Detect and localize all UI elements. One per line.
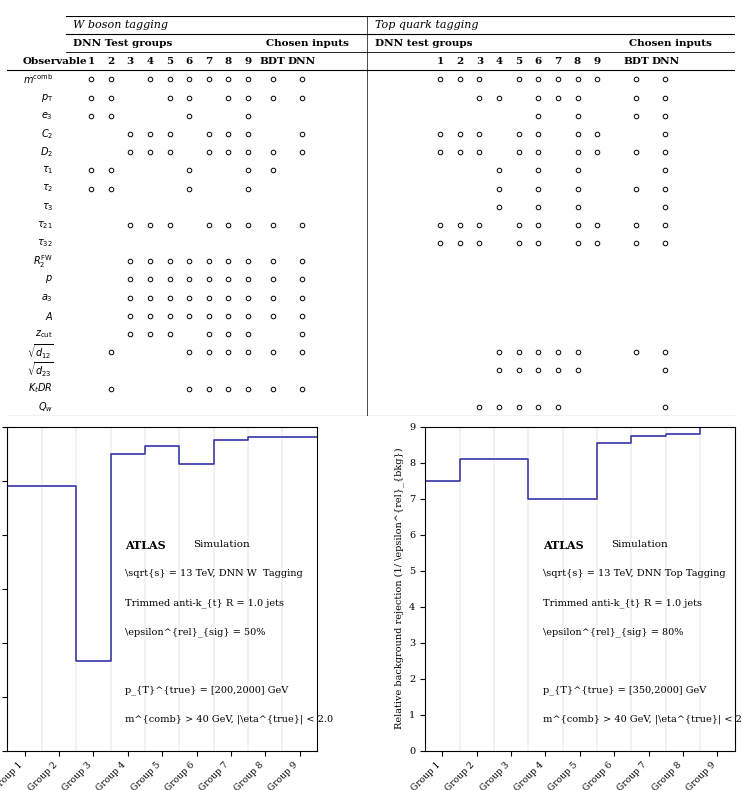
Text: DNN test groups: DNN test groups (375, 39, 472, 47)
Text: BDT: BDT (623, 57, 649, 66)
Text: $z_{\rm cut}$: $z_{\rm cut}$ (36, 328, 53, 340)
Text: 1: 1 (436, 57, 444, 66)
Text: Trimmed anti-k_{t} R = 1.0 jets: Trimmed anti-k_{t} R = 1.0 jets (125, 598, 284, 608)
Text: $\sqrt{d_{23}}$: $\sqrt{d_{23}}$ (27, 361, 53, 379)
Text: ATLAS: ATLAS (542, 540, 583, 551)
Text: $D_2$: $D_2$ (40, 145, 53, 159)
Y-axis label: Relative background rejection (1/ \epsilon^{rel}_{bkg}): Relative background rejection (1/ \epsil… (394, 448, 404, 729)
Text: 7: 7 (554, 57, 562, 66)
Text: Simulation: Simulation (611, 540, 668, 549)
Text: 9: 9 (245, 57, 252, 66)
Text: 4: 4 (146, 57, 154, 66)
Text: $e_3$: $e_3$ (42, 110, 53, 122)
Text: $\tau_3$: $\tau_3$ (42, 201, 53, 213)
Text: Observable: Observable (22, 57, 87, 66)
Text: Top quark tagging: Top quark tagging (375, 20, 478, 30)
Text: 3: 3 (476, 57, 483, 66)
Text: $m^{\rm comb}$: $m^{\rm comb}$ (23, 73, 53, 86)
Text: DNN: DNN (651, 57, 680, 66)
Text: Simulation: Simulation (193, 540, 250, 549)
Text: 7: 7 (206, 57, 212, 66)
Text: Chosen inputs: Chosen inputs (266, 39, 349, 47)
Text: $Q_w$: $Q_w$ (38, 400, 53, 414)
Text: 1: 1 (88, 57, 95, 66)
Text: 5: 5 (166, 57, 173, 66)
Text: W boson tagging: W boson tagging (73, 20, 168, 30)
Text: 6: 6 (186, 57, 193, 66)
Text: 2: 2 (107, 57, 114, 66)
Text: DNN: DNN (288, 57, 316, 66)
Text: $K_t DR$: $K_t DR$ (28, 382, 53, 396)
Text: $A$: $A$ (45, 310, 53, 322)
Text: Chosen inputs: Chosen inputs (629, 39, 712, 47)
Text: \sqrt{s} = 13 TeV, DNN Top Tagging: \sqrt{s} = 13 TeV, DNN Top Tagging (542, 569, 726, 578)
Text: 8: 8 (225, 57, 232, 66)
Text: DNN Test groups: DNN Test groups (73, 39, 172, 47)
Text: $C_2$: $C_2$ (41, 127, 53, 141)
Text: \sqrt{s} = 13 TeV, DNN W  Tagging: \sqrt{s} = 13 TeV, DNN W Tagging (125, 569, 303, 578)
Text: 8: 8 (574, 57, 581, 66)
Text: $p$: $p$ (45, 273, 53, 285)
Text: 5: 5 (515, 57, 522, 66)
Text: 9: 9 (594, 57, 601, 66)
Text: $p_{\rm T}$: $p_{\rm T}$ (41, 92, 53, 103)
Text: $\tau_2$: $\tau_2$ (42, 182, 53, 194)
Text: \epsilon^{rel}_{sig} = 80%: \epsilon^{rel}_{sig} = 80% (542, 627, 683, 637)
Text: \epsilon^{rel}_{sig} = 50%: \epsilon^{rel}_{sig} = 50% (125, 627, 266, 637)
Text: ATLAS: ATLAS (125, 540, 165, 551)
Text: BDT: BDT (260, 57, 286, 66)
Text: $\tau_{32}$: $\tau_{32}$ (38, 237, 53, 249)
Text: p_{T}^{true} = [350,2000] GeV: p_{T}^{true} = [350,2000] GeV (542, 686, 706, 695)
Text: 2: 2 (456, 57, 463, 66)
Text: 4: 4 (496, 57, 502, 66)
Text: $\tau_1$: $\tau_1$ (42, 164, 53, 176)
Text: Trimmed anti-k_{t} R = 1.0 jets: Trimmed anti-k_{t} R = 1.0 jets (542, 598, 702, 608)
Text: 6: 6 (535, 57, 542, 66)
Text: m^{comb} > 40 GeV, |\eta^{true}| < 2.0: m^{comb} > 40 GeV, |\eta^{true}| < 2.0 (542, 715, 742, 724)
Text: $\tau_{21}$: $\tau_{21}$ (37, 219, 53, 231)
Text: 3: 3 (127, 57, 134, 66)
Text: $R_2^{\rm FW}$: $R_2^{\rm FW}$ (33, 253, 53, 269)
Text: m^{comb} > 40 GeV, |\eta^{true}| < 2.0: m^{comb} > 40 GeV, |\eta^{true}| < 2.0 (125, 715, 333, 724)
Text: $\sqrt{d_{12}}$: $\sqrt{d_{12}}$ (27, 343, 53, 361)
Text: p_{T}^{true} = [200,2000] GeV: p_{T}^{true} = [200,2000] GeV (125, 686, 288, 695)
Text: $a_3$: $a_3$ (42, 292, 53, 303)
